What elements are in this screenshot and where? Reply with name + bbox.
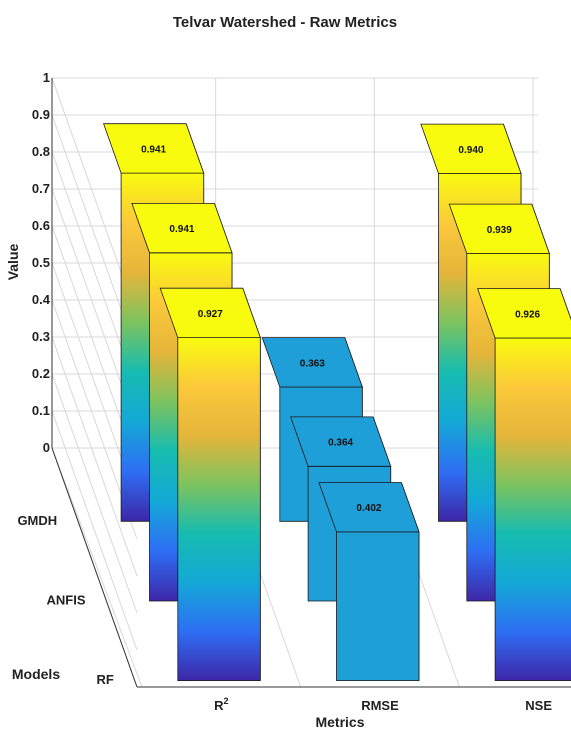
y-tick-label: RF xyxy=(96,672,113,687)
chart-title: Telvar Watershed - Raw Metrics xyxy=(173,14,397,31)
bar: 0.927 xyxy=(159,287,261,681)
z-tick-label: 0.8 xyxy=(32,144,50,159)
bars-layer: 0.940 0.363 0.941 0.939 0.364 0.941 0.926 0.402… xyxy=(103,123,571,681)
data-label: 0.363 xyxy=(300,358,325,369)
bar-top-face xyxy=(131,202,233,254)
labels-layer: 0 0.1 0.2 0.3 0.4 0.5 0.6 0.7 0.8 0.9 1 GMDH ANFIS RF… xyxy=(17,70,552,713)
z-tick-label: 1 xyxy=(43,70,50,85)
z-tick-label: 0.4 xyxy=(32,292,51,307)
bar-top-face xyxy=(420,123,522,174)
bar-top-face xyxy=(448,203,550,254)
y-tick-label: GMDH xyxy=(17,513,57,528)
data-label: 0.927 xyxy=(198,309,223,320)
bar: 0.402 xyxy=(318,482,420,681)
x-axis-label: Metrics xyxy=(315,714,364,730)
bar-top-face xyxy=(159,287,261,339)
bar-top-face xyxy=(477,288,571,339)
z-tick-label: 0.6 xyxy=(32,218,50,233)
bar-front-face xyxy=(494,337,571,681)
y-axis-label: Models xyxy=(12,666,60,682)
bar-top-face xyxy=(290,416,392,467)
data-label: 0.941 xyxy=(141,144,166,155)
data-label: 0.364 xyxy=(328,438,353,449)
bar-top-face xyxy=(103,123,205,174)
x-tick-label: RMSE xyxy=(361,698,399,713)
bar: 0.926 xyxy=(477,288,571,681)
data-label: 0.926 xyxy=(515,309,540,320)
data-label: 0.941 xyxy=(169,224,194,235)
z-tick-label: 0.7 xyxy=(32,181,50,196)
gridline-side xyxy=(51,373,138,614)
data-label: 0.940 xyxy=(458,145,483,156)
bar-top-face xyxy=(261,337,363,388)
y-axis-line xyxy=(51,447,138,688)
x-tick-label: NSE xyxy=(525,698,552,713)
z-tick-label: 0 xyxy=(43,440,50,455)
z-tick-label: 0.2 xyxy=(32,366,50,381)
gridline-side xyxy=(51,410,138,651)
gridline-floor xyxy=(51,447,143,688)
bar-front-face xyxy=(336,531,420,681)
x-tick-label: R2 xyxy=(214,696,228,713)
z-tick-label: 0.9 xyxy=(32,107,50,122)
data-label: 0.402 xyxy=(356,503,381,514)
z-tick-label: 0.3 xyxy=(32,329,50,344)
gridline-side xyxy=(51,336,138,577)
z-axis-label: Value xyxy=(5,244,21,281)
y-tick-label: ANFIS xyxy=(47,593,86,608)
bar-top-face xyxy=(318,482,420,533)
z-tick-label: 0.1 xyxy=(32,403,50,418)
z-tick-label: 0.5 xyxy=(32,255,50,270)
bar-front-face xyxy=(177,337,261,681)
data-label: 0.939 xyxy=(487,225,512,236)
